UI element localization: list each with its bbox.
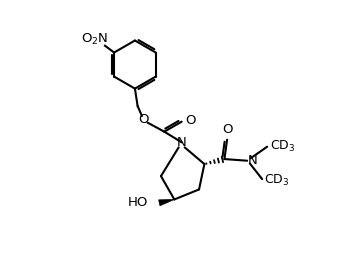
Text: $\mathsf{O_2N}$: $\mathsf{O_2N}$ xyxy=(81,32,108,47)
Text: HO: HO xyxy=(128,196,148,209)
Text: O: O xyxy=(185,114,196,127)
Text: $\mathsf{CD_3}$: $\mathsf{CD_3}$ xyxy=(264,173,289,188)
Text: O: O xyxy=(138,113,149,126)
Text: O: O xyxy=(222,123,232,136)
Polygon shape xyxy=(159,199,174,206)
Text: N: N xyxy=(177,136,187,149)
Text: N: N xyxy=(248,154,258,167)
Text: $\mathsf{CD_3}$: $\mathsf{CD_3}$ xyxy=(270,138,295,154)
